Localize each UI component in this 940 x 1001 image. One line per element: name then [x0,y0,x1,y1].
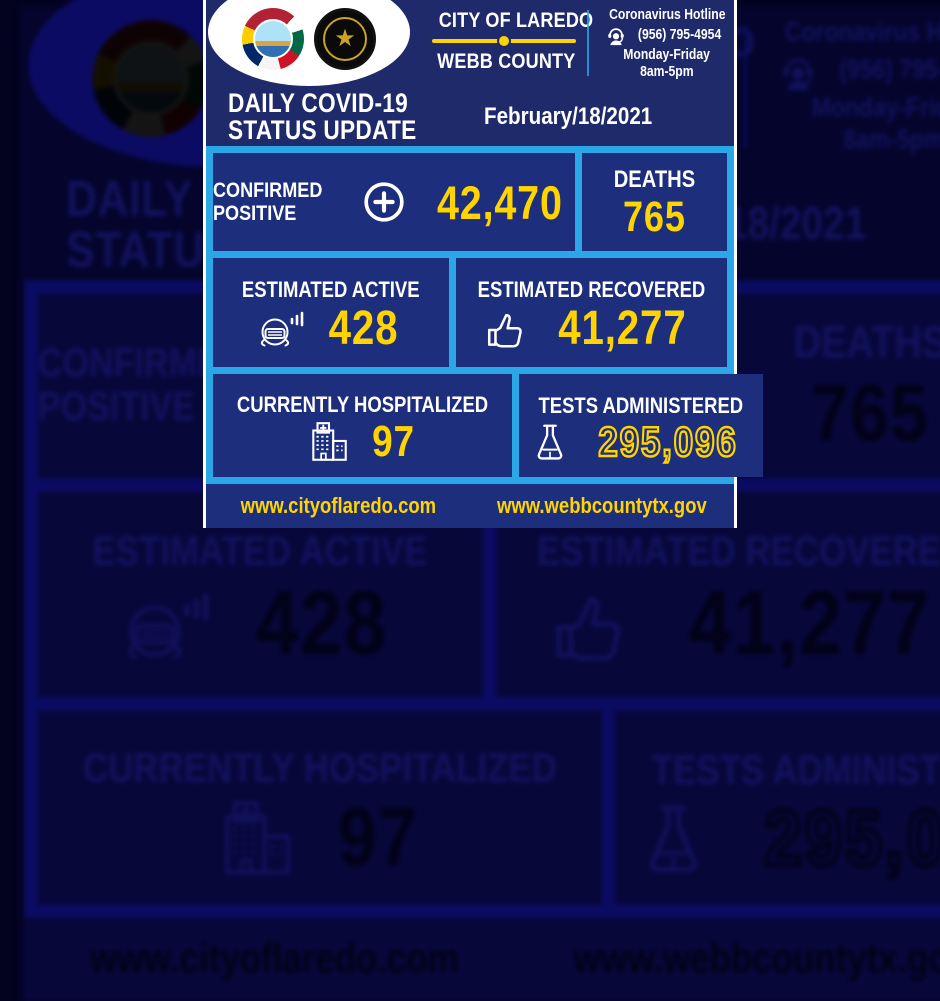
hotline-days: Monday-Friday [812,93,940,124]
tests-box: TESTS ADMINISTERED 295,096 [615,710,940,905]
laredo-city-seal-icon [242,8,304,70]
hotline-block: Coronavirus Hotline (956) 795-4954 Monda… [594,7,740,82]
hotline-hours: 8am-5pm [843,126,940,157]
hospitalized-label: CURRENTLY HOSPITALIZED [236,391,489,417]
hotline-days: Monday-Friday [623,46,711,63]
hospitalized-value: 97 [372,416,415,466]
confirmed-label-line2: POSITIVE [213,201,297,225]
estimated-recovered-label: ESTIMATED RECOVERED [477,276,706,302]
estimated-active-label: ESTIMATED ACTIVE [92,526,428,574]
headset-icon [783,57,813,90]
hotline-phone: (956) 795-4954 [839,55,940,86]
estimated-recovered-box: ESTIMATED RECOVERED 41,277 [456,258,727,367]
hospitalized-box: CURRENTLY HOSPITALIZED 97 [213,374,513,477]
estimated-recovered-label: ESTIMATED RECOVERED [537,526,940,574]
deaths-label: DEATHS [793,317,940,369]
confirmed-positive-value: 42,470 [437,175,563,229]
logo-oval: ★ [208,0,410,86]
deaths-label: DEATHS [613,165,696,193]
headset-icon [608,27,624,45]
hotline-hours: 8am-5pm [640,64,694,81]
masked-face-icon [129,591,210,658]
hotline-block: Coronavirus Hotline (956) 795-4954 Monda… [756,18,940,160]
status-title: DAILY COVID-19 STATUS UPDATE [228,90,452,144]
city-website-link: www.cityoflaredo.com [89,934,458,982]
hotline-title: Coronavirus Hotline [608,7,726,23]
header-vertical-divider [587,10,589,76]
hospitalized-box: CURRENTLY HOSPITALIZED 97 [37,710,602,905]
hospitalized-label: CURRENTLY HOSPITALIZED [82,743,557,791]
plus-circle-icon [364,182,404,222]
stats-grid: CONFIRMED POSITIVE 42,470 DEATHS 765 EST… [206,146,763,484]
card-header: ★ CITY OF LAREDO WEBB COUNTY Coronavirus… [206,0,734,146]
tests-label: TESTS ADMINISTERED [651,745,940,793]
laredo-seal-center [253,19,293,59]
texas-seal-star: ★ [323,17,367,61]
flask-icon [537,424,563,460]
confirmed-label-line1: CONFIRMED [213,178,323,203]
deaths-value: 765 [811,368,930,459]
footer-links: www.cityoflaredo.com www.webbcountytx.go… [24,917,940,1001]
hospitalized-value: 97 [337,790,419,883]
deaths-value: 765 [623,192,686,241]
hospital-icon [312,421,347,461]
hospital-icon [225,800,291,874]
header-vertical-divider [743,23,747,149]
estimated-active-label: ESTIMATED ACTIVE [242,276,420,302]
estimated-recovered-value: 41,277 [689,573,932,674]
status-title-row: DAILY COVID-19 STATUS UPDATE February/18… [206,88,734,146]
covid-status-card: ★ CITY OF LAREDO WEBB COUNTY Coronavirus… [203,0,763,528]
tests-value: 295,096 [597,417,738,465]
deaths-box: DEATHS 765 [581,153,727,251]
hotline-phone: (956) 795-4954 [637,26,722,43]
estimated-active-value: 428 [329,301,399,355]
tests-label: TESTS ADMINISTERED [538,392,744,418]
estimated-active-box: ESTIMATED ACTIVE 428 [213,258,450,367]
confirmed-positive-label: CONFIRMED POSITIVE [213,179,343,225]
city-website-link[interactable]: www.cityoflaredo.com [240,493,436,518]
org-divider-line [432,36,576,46]
tests-value: 295,096 [762,792,940,882]
org-divider-dot [499,36,509,46]
estimated-active-value: 428 [256,573,389,674]
thumbs-up-icon [556,596,621,660]
county-website-link[interactable]: www.webbcountytx.gov [497,493,707,518]
deaths-box: DEATHS 765 [733,293,940,479]
status-title-line2: STATUS UPDATE [228,115,417,145]
laredo-seal-center [113,40,189,117]
status-title-line1: DAILY COVID-19 [228,88,408,118]
laredo-city-seal-icon [92,20,210,138]
texas-state-seal-icon: ★ [314,8,376,70]
footer-links: www.cityoflaredo.com www.webbcountytx.go… [206,484,734,528]
thumbs-up-icon [488,313,522,348]
county-website-link: www.webbcountytx.gov [573,934,940,982]
masked-face-icon [261,311,304,346]
confirmed-label-line2: POSITIVE [37,384,195,430]
city-name: CITY OF LAREDO [438,8,594,32]
report-date: February/18/2021 [484,103,653,130]
confirmed-positive-box: CONFIRMED POSITIVE 42,470 [213,153,575,251]
org-title-block: CITY OF LAREDO WEBB COUNTY [424,8,593,74]
county-name: WEBB COUNTY [437,49,576,73]
tests-box: TESTS ADMINISTERED 295,096 [519,374,763,477]
hotline-title: Coronavirus Hotline [784,18,940,49]
estimated-recovered-value: 41,277 [558,301,687,355]
flask-icon [650,804,697,871]
